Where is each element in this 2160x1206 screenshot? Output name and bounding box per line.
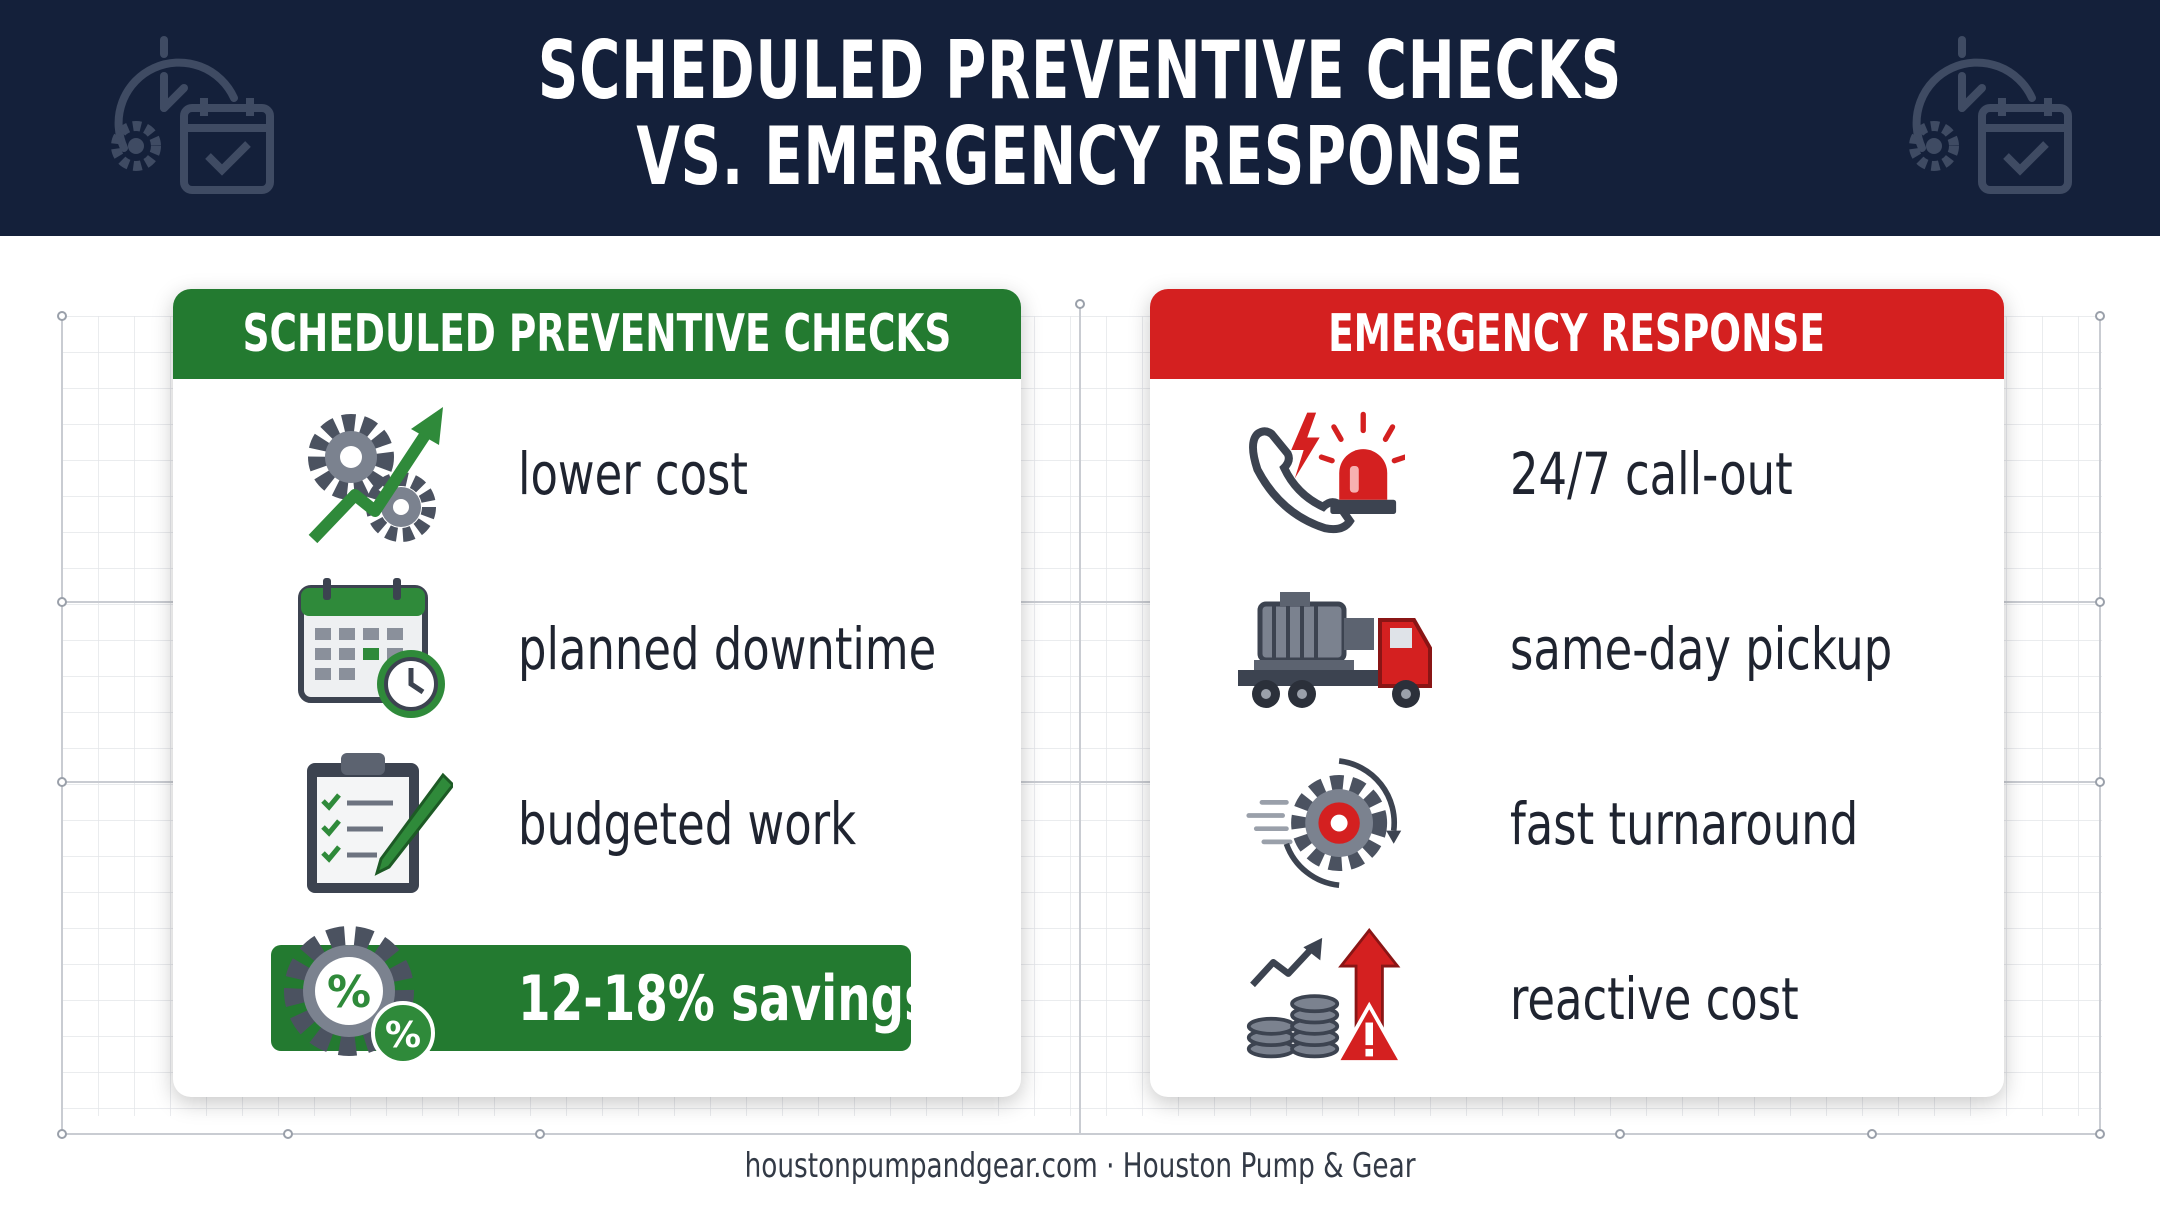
planned-downtime-label: planned downtime [518, 615, 937, 683]
savings-label: 12-18% savings [518, 961, 933, 1035]
header-banner: SCHEDULED PREVENTIVE CHECKS VS. EMERGENC… [0, 0, 2160, 236]
emergency-response-title: EMERGENCY RESPONSE [1328, 304, 1826, 364]
gear-percent-icon: % % [284, 926, 435, 1065]
fast-turnaround-label: fast turnaround [1510, 790, 1859, 858]
emergency-response-header: EMERGENCY RESPONSE [1150, 289, 2004, 379]
same-day-pickup-label: same-day pickup [1510, 615, 1893, 683]
lower-cost-label: lower cost [518, 440, 749, 508]
page-title-line2: VS. EMERGENCY RESPONSE [636, 110, 1524, 203]
clock-gear-calendar-icon [111, 36, 274, 194]
list-item: fast turnaround [1150, 749, 2004, 899]
phone-siren-icon [1249, 411, 1405, 534]
footer-text: houstonpumpandgear.com · Houston Pump & … [744, 1146, 1416, 1186]
spinning-gear-icon [1246, 758, 1402, 888]
emergency-response-card: EMERGENCY RESPONSE 24/7 call-out [1150, 289, 2004, 1097]
list-item: same-day pickup [1150, 574, 2004, 724]
svg-text:%: % [385, 1015, 421, 1056]
call-out-label: 24/7 call-out [1510, 440, 1793, 508]
list-item: budgeted work [173, 749, 1021, 899]
list-item: 24/7 call-out [1150, 399, 2004, 549]
list-item: planned downtime [173, 574, 1021, 724]
clock-gear-calendar-icon [1909, 36, 2072, 194]
list-item: lower cost [173, 399, 1021, 549]
page-title: SCHEDULED PREVENTIVE CHECKS VS. EMERGENC… [534, 28, 1626, 200]
list-item: reactive cost [1150, 924, 2004, 1074]
clipboard-checklist-pen-icon [307, 753, 453, 893]
preventive-checks-header: SCHEDULED PREVENTIVE CHECKS [173, 289, 1021, 379]
preventive-checks-card: SCHEDULED PREVENTIVE CHECKS lower cost [173, 289, 1021, 1097]
gears-trend-up-icon [308, 407, 443, 544]
footer-credit: houstonpumpandgear.com · Houston Pump & … [0, 1146, 2160, 1186]
calendar-clock-icon [298, 578, 445, 718]
flatbed-truck-pump-icon [1238, 592, 1432, 708]
svg-text:%: % [327, 967, 371, 1018]
coins-warning-arrow-icon [1246, 928, 1405, 1064]
reactive-cost-label: reactive cost [1510, 965, 1799, 1033]
page-title-line1: SCHEDULED PREVENTIVE CHECKS [537, 24, 1623, 117]
budgeted-work-label: budgeted work [518, 790, 857, 858]
preventive-checks-title: SCHEDULED PREVENTIVE CHECKS [242, 304, 952, 364]
